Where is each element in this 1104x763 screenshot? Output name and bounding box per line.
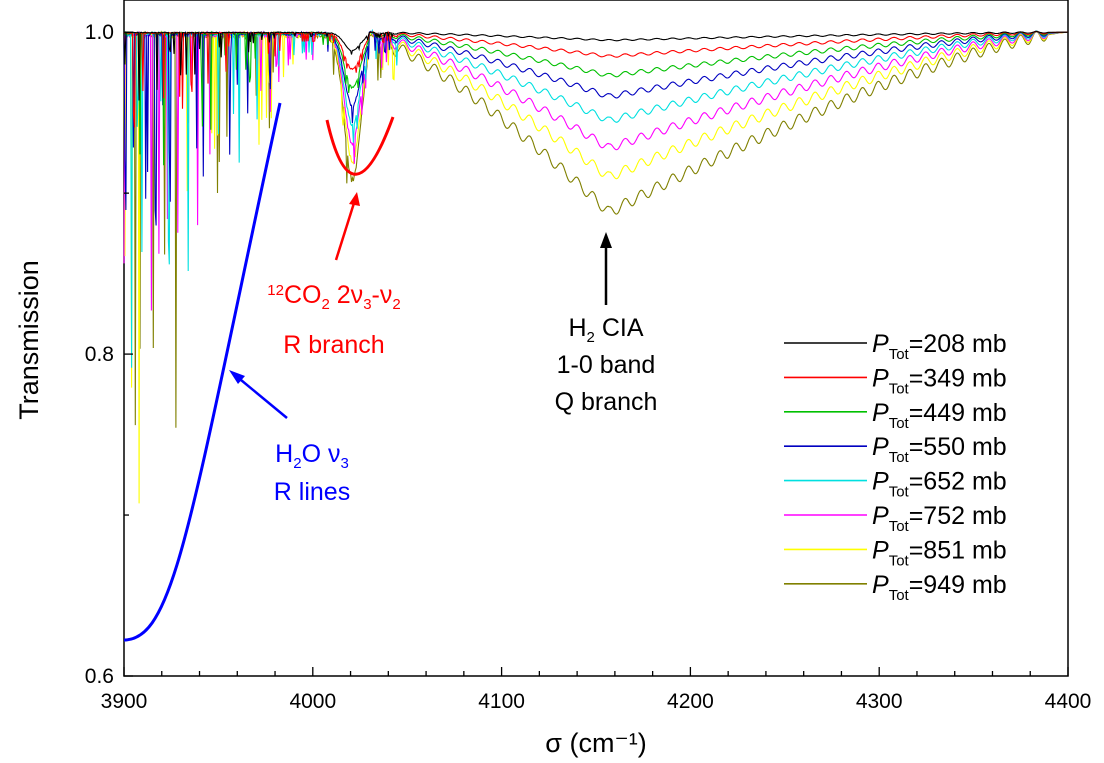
h2-cia-label-line2: 1-0 band [557,351,656,379]
annotation-h2o-lines: H2O ν3 R lines [123,102,350,642]
legend-item: PTot=851 mb [784,536,1007,569]
series-line-208-mb [123,31,1068,101]
h2o-label-line2: R lines [274,478,350,506]
legend-item: PTot=349 mb [784,364,1007,397]
annotation-h2-cia: H2 CIA 1-0 band Q branch [555,232,658,416]
co2-label-line2: R branch [283,331,384,359]
y-tick-label: 1.0 [85,21,114,44]
legend-label: PTot=550 mb [872,433,1007,466]
x-tick-label: 4400 [1045,690,1092,713]
legend-item: PTot=752 mb [784,502,1007,535]
series-layer [123,28,1068,504]
co2-arrowhead [349,192,360,206]
legend-item: PTot=949 mb [784,571,1007,604]
co2-label-line1: 12CO2 2ν3-ν2 [267,281,400,313]
x-tick-label: 4300 [856,690,903,713]
plot-frame [123,0,1069,677]
co2-bracket-curve [325,116,395,176]
h2o-arrowhead [229,370,245,384]
legend-item: PTot=208 mb [784,330,1007,363]
h2-cia-label-line3: Q branch [555,388,658,416]
legend-item: PTot=550 mb [784,433,1007,466]
annotation-co2-r-branch: 12CO2 2ν3-ν2 R branch [267,116,401,359]
legend-label: PTot=652 mb [872,468,1007,501]
legend-item: PTot=449 mb [784,399,1007,432]
legend-label: PTot=752 mb [872,502,1007,535]
h2o-envelope-curve [123,102,282,642]
legend-label: PTot=949 mb [872,571,1007,604]
y-axis-label: Transmission [14,260,44,420]
x-tick-label: 3900 [101,690,148,713]
legend-item: PTot=652 mb [784,468,1007,501]
legend-label: PTot=851 mb [872,536,1007,569]
legend-label: PTot=208 mb [872,330,1007,363]
legend-label: PTot=349 mb [872,364,1007,397]
series-line-349-mb [123,30,1068,128]
h2o-label-line1: H2O ν3 [275,440,349,472]
h2o-arrow [240,379,288,419]
x-tick-label: 4200 [667,690,714,713]
h2-cia-arrowhead [600,232,612,248]
series-line-652-mb [123,28,1068,368]
y-tick-label: 0.8 [85,343,114,366]
legend-label: PTot=449 mb [872,399,1007,432]
co2-arrow [334,202,356,261]
x-tick-label: 4000 [289,690,336,713]
x-axis-label: σ (cm⁻¹) [545,728,646,758]
x-tick-label: 4100 [478,690,525,713]
ticks-layer: 3900 4000 4100 4200 4300 4400 0.6 0.8 1.0 [85,21,1092,713]
h2-cia-label-line1: H2 CIA [568,314,643,346]
y-tick-label: 0.6 [85,665,114,688]
